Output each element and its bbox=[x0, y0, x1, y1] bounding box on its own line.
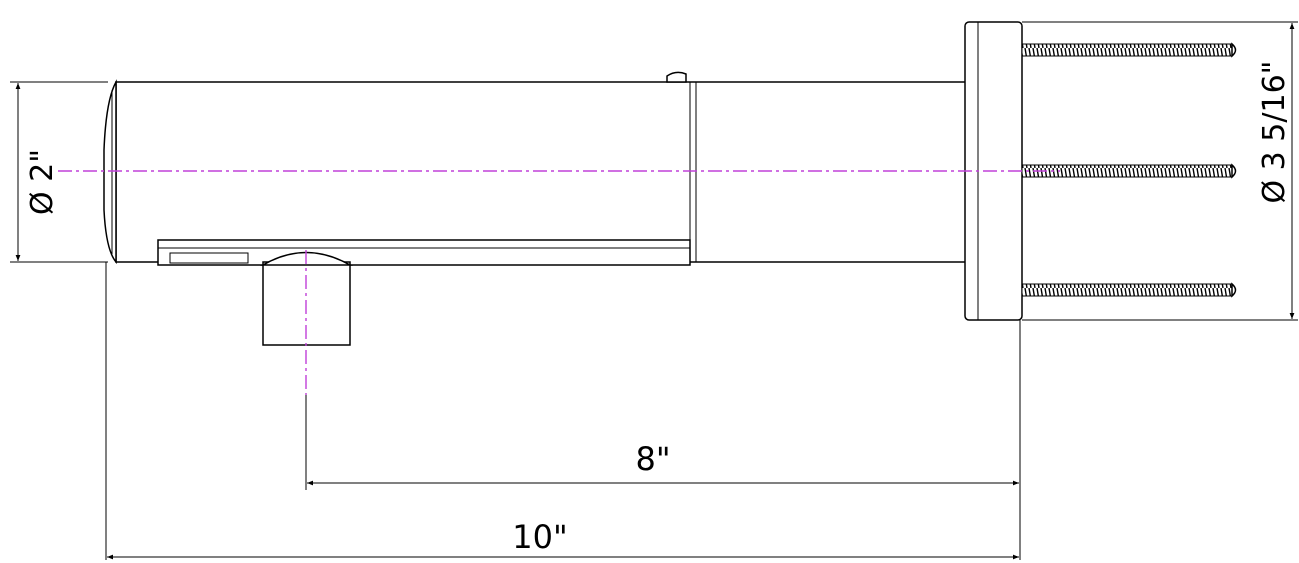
top-pin bbox=[666, 71, 687, 83]
center-lines bbox=[58, 170, 1060, 395]
extension-lines bbox=[10, 21, 1298, 560]
spout-tip bbox=[103, 79, 117, 265]
threaded-rod-top bbox=[1021, 43, 1233, 57]
outlet-to-wall-label: 8" bbox=[635, 440, 670, 478]
spout-diameter-label: Ø 2" bbox=[25, 149, 60, 215]
flange-diameter-label: Ø 3 5/16" bbox=[1257, 61, 1292, 204]
sensor-plate bbox=[157, 239, 691, 266]
threaded-rod-bottom bbox=[1021, 283, 1233, 297]
dimension-lines bbox=[15, 23, 1295, 560]
overall-length-label: 10" bbox=[512, 518, 567, 556]
threaded-rods bbox=[1021, 42, 1237, 298]
spout-body bbox=[115, 81, 968, 263]
